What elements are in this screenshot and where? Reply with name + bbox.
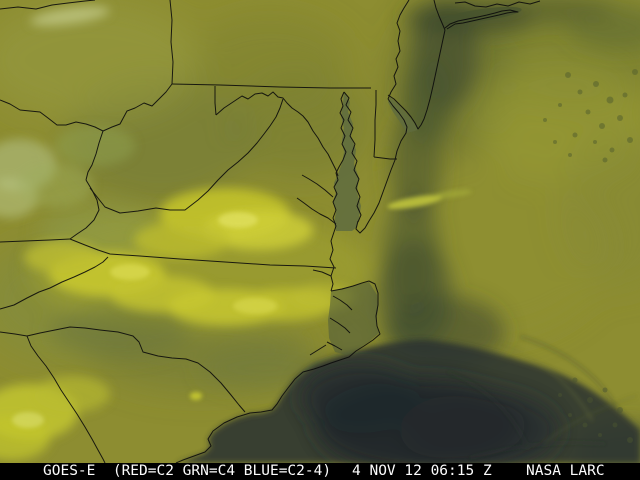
border-ky-tn: [0, 238, 71, 243]
james-river: [296, 197, 337, 225]
caption-bar: GOES-E (RED=C2 GRN=C4 BLUE=C2-4) 4 NOV 1…: [0, 463, 640, 480]
albemarle-sound-shore: [330, 280, 370, 292]
border-ky-wv: [85, 130, 104, 181]
delaware-river: [387, 0, 410, 100]
delaware-bay-water: [388, 97, 418, 133]
state-borders-and-coastlines: [0, 0, 541, 463]
delmarva-atlantic-coast: [355, 98, 408, 234]
potomac-river: [215, 91, 339, 177]
border-va-nc: [69, 238, 337, 269]
border-sc-ga: [26, 335, 106, 463]
connecticut-coast: [454, 0, 541, 8]
rappahannock-river: [301, 174, 334, 198]
caption-datetime: 4 NOV 12 06:15 Z: [352, 463, 492, 479]
border-mason-dixon: [171, 83, 371, 89]
long-island-outline: [444, 9, 519, 30]
pamlico-inner-shores: [326, 295, 353, 351]
speckle-clouds-southeast: [558, 377, 633, 443]
chesapeake-east-shore: [343, 91, 362, 223]
outer-banks-and-carolina-coast: [175, 280, 381, 463]
ocean-dark-core: [300, 363, 560, 463]
border-tn-nc: [0, 256, 109, 310]
ocean-ripples: [447, 336, 637, 459]
caption-credit: NASA LARC: [526, 463, 605, 479]
border-de-md: [373, 90, 397, 160]
contrail-cloud-streak: [387, 195, 443, 209]
chesapeake-bay-water: [333, 92, 361, 231]
lake-erie-shore: [0, 0, 96, 10]
small-coastal-river: [312, 269, 332, 277]
hudson-river: [433, 0, 446, 31]
caption-satellite-and-channels: GOES-E (RED=C2 GRN=C4 BLUE=C2-4): [43, 463, 332, 479]
cloud-core-layer: [12, 189, 472, 428]
border-md-west-tip: [214, 86, 217, 116]
ohio-river: [0, 83, 173, 132]
virginia-coast: [329, 231, 335, 292]
border-oh-pa: [169, 0, 174, 85]
border-wv-va: [89, 98, 284, 214]
neuse-river: [309, 344, 327, 356]
chesapeake-west-shore: [332, 91, 347, 233]
border-nc-sc: [0, 326, 246, 413]
speckle-clouds-northeast: [543, 69, 638, 163]
satellite-image: [0, 0, 640, 463]
new-jersey-coast: [387, 29, 446, 130]
